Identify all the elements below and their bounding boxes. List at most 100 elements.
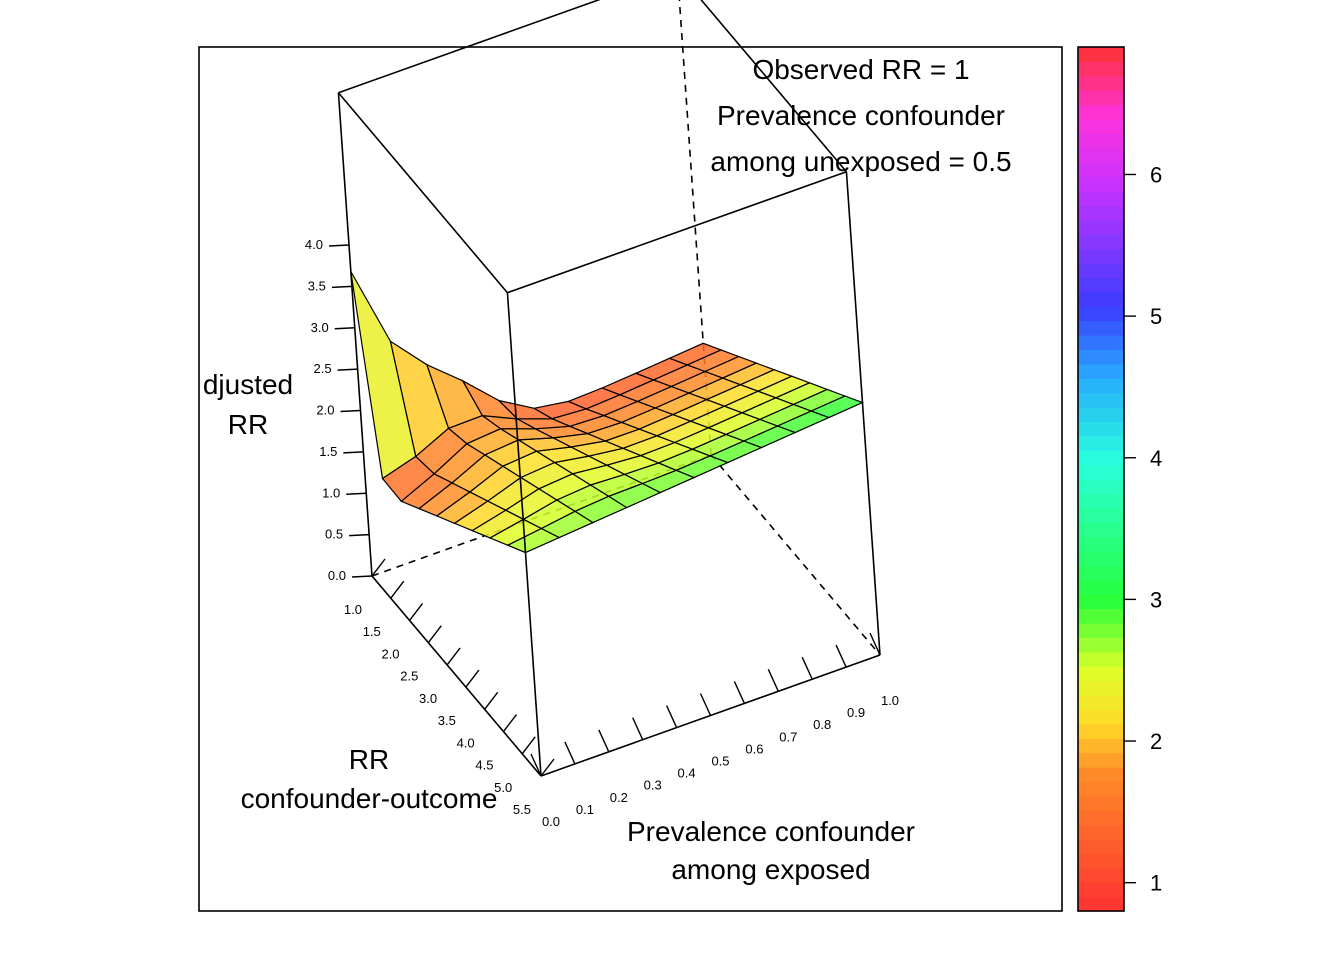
colorbar-band [1078,263,1124,278]
colorbar-band [1078,464,1124,480]
colorbar-band [1078,723,1124,739]
z-tick-mark [328,244,350,247]
box-edge [338,0,601,94]
box-edge-hidden [710,454,881,656]
colorbar-band [1078,551,1124,566]
chart-title-line: Observed RR = 1 [752,54,969,85]
colorbar-band [1078,738,1124,754]
colorbar-band [1078,536,1124,552]
z-tick-mark [351,575,373,578]
colorbar-band [1078,234,1124,250]
colorbar-band [1078,363,1124,379]
x-tick-mark [801,656,813,680]
x-tick-label: 0.8 [813,717,831,732]
z-tick-mark [343,451,364,454]
x-tick-label: 0.1 [576,802,594,817]
z-tick-mark [331,285,352,289]
y-tick-label: 3.5 [438,713,456,728]
colorbar-band [1078,378,1124,394]
colorbar-border [1077,46,1125,912]
y-tick-label: 4.0 [457,735,475,750]
colorbar-band [1078,666,1124,682]
colorbar-band [1078,594,1124,610]
x-tick-mark [632,717,644,740]
colorbar-band [1078,579,1124,595]
colorbar-band [1078,608,1124,624]
z-tick-mark [346,492,367,495]
z-tick-label: 3.0 [311,320,329,335]
y-tick-label: 1.0 [344,602,362,617]
y-tick-label: 1.5 [363,624,381,639]
colorbar-band [1078,407,1124,422]
axes: 0.00.51.01.52.02.53.03.54.01.01.52.02.53… [305,237,899,829]
surface-facet [350,271,417,480]
y-tick-label: 5.5 [513,802,531,817]
colorbar-band [1078,176,1124,192]
z-tick-mark [334,327,355,330]
colorbar-band [1078,104,1124,120]
bounding-box-back [371,0,881,656]
x-tick-mark [665,705,678,728]
y-tick-label: 3.0 [419,691,437,706]
x-tick-label: 1.0 [881,693,899,708]
surface-mesh [350,271,865,554]
colorbar-band [1078,752,1124,768]
colorbar-band [1078,335,1124,350]
colorbar-band [1078,47,1124,62]
box-edge [506,292,542,777]
x-tick-mark [564,741,576,765]
colorbar-band [1078,680,1124,696]
colorbar-band [1078,219,1124,235]
colorbar-band [1078,119,1124,134]
z-axis-label-line: djusted [203,369,293,400]
x-tick-label: 0.6 [745,741,763,756]
colorbar-band [1078,75,1124,91]
colorbar-tick-label: 4 [1150,446,1162,471]
z-tick-label: 2.0 [316,403,334,418]
colorbar-tick-label: 6 [1150,162,1162,187]
box-edge [845,171,881,656]
x-tick-mark [530,753,542,777]
colorbar-band [1078,90,1124,106]
z-tick-label: 1.0 [322,485,340,500]
colorbar-band [1078,291,1124,307]
y-tick-label: 2.5 [400,669,418,684]
colorbar-band [1078,479,1124,494]
box-edge [700,0,848,173]
y-tick-mark [446,647,461,666]
y-tick-mark [427,625,442,644]
y-axis-label-line: RR [349,744,389,775]
colorbar-band [1078,435,1124,451]
y-tick-mark [465,669,480,688]
z-tick-label: 2.5 [314,361,332,376]
x-tick-label: 0.3 [644,778,662,793]
x-axis-label-line: Prevalence confounder [627,816,915,847]
colorbar-band [1078,896,1124,912]
x-tick-label: 0.7 [779,729,797,744]
colorbar-band [1078,191,1124,206]
y-tick-mark [484,691,499,710]
colorbar-tick-label: 3 [1150,587,1162,612]
colorbar-band [1078,392,1124,408]
x-tick-label: 0.4 [678,766,696,781]
colorbar: 1 2 3 4 5 6 [1077,46,1162,912]
colorbar-band [1078,205,1124,221]
colorbar-tick-label: 5 [1150,304,1162,329]
y-tick-mark [521,736,536,755]
y-tick-mark [540,758,555,777]
colorbar-band [1078,450,1124,466]
x-tick-label: 0.5 [711,754,729,769]
colorbar-band [1078,133,1124,149]
colorbar-band [1078,277,1124,293]
colorbar-tick-label: 1 [1150,871,1162,896]
colorbar-band [1078,522,1124,538]
x-tick-label: 0.9 [847,705,865,720]
colorbar-band [1078,695,1124,710]
z-axis-label-line: RR [228,409,268,440]
colorbar-band [1078,320,1124,336]
colorbar-band [1078,867,1124,883]
colorbar-band [1078,637,1124,653]
y-tick-mark [408,603,424,621]
colorbar-band [1078,781,1124,797]
